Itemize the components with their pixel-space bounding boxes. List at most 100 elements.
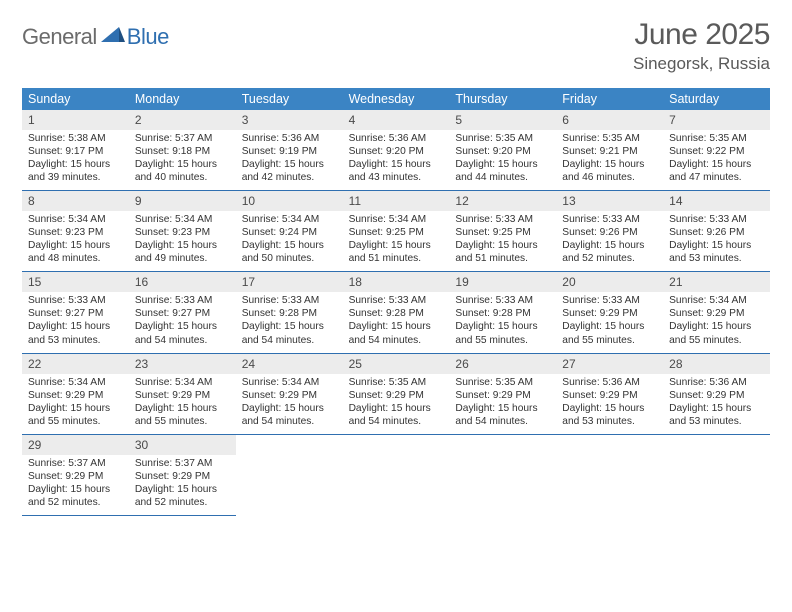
day-info: Sunrise: 5:38 AMSunset: 9:17 PMDaylight:… [22, 132, 129, 184]
sunset-line: Sunset: 9:26 PM [562, 226, 659, 239]
sunrise-line: Sunrise: 5:36 AM [242, 132, 339, 145]
daylight-line: Daylight: 15 hours and 40 minutes. [135, 158, 232, 184]
day-info: Sunrise: 5:34 AMSunset: 9:23 PMDaylight:… [129, 213, 236, 265]
sunset-line: Sunset: 9:25 PM [349, 226, 446, 239]
sunrise-line: Sunrise: 5:37 AM [135, 132, 232, 145]
day-info: Sunrise: 5:33 AMSunset: 9:29 PMDaylight:… [556, 294, 663, 346]
calendar-cell: 28Sunrise: 5:36 AMSunset: 9:29 PMDayligh… [663, 354, 770, 435]
sunset-line: Sunset: 9:19 PM [242, 145, 339, 158]
calendar-cell: 27Sunrise: 5:36 AMSunset: 9:29 PMDayligh… [556, 354, 663, 435]
day-number: 27 [556, 354, 663, 374]
sunrise-line: Sunrise: 5:33 AM [28, 294, 125, 307]
daylight-line: Daylight: 15 hours and 54 minutes. [455, 402, 552, 428]
day-info: Sunrise: 5:35 AMSunset: 9:20 PMDaylight:… [449, 132, 556, 184]
calendar-cell: 19Sunrise: 5:33 AMSunset: 9:28 PMDayligh… [449, 272, 556, 353]
day-number: 10 [236, 191, 343, 211]
logo-text-blue: Blue [127, 24, 169, 50]
sunrise-line: Sunrise: 5:34 AM [135, 213, 232, 226]
daylight-line: Daylight: 15 hours and 52 minutes. [562, 239, 659, 265]
sunset-line: Sunset: 9:29 PM [455, 389, 552, 402]
day-info: Sunrise: 5:35 AMSunset: 9:22 PMDaylight:… [663, 132, 770, 184]
sunset-line: Sunset: 9:29 PM [242, 389, 339, 402]
calendar-cell: 20Sunrise: 5:33 AMSunset: 9:29 PMDayligh… [556, 272, 663, 353]
daylight-line: Daylight: 15 hours and 52 minutes. [28, 483, 125, 509]
day-info: Sunrise: 5:35 AMSunset: 9:29 PMDaylight:… [449, 376, 556, 428]
day-info: Sunrise: 5:35 AMSunset: 9:21 PMDaylight:… [556, 132, 663, 184]
day-info: Sunrise: 5:33 AMSunset: 9:28 PMDaylight:… [343, 294, 450, 346]
calendar-cell: 3Sunrise: 5:36 AMSunset: 9:19 PMDaylight… [236, 110, 343, 191]
daylight-line: Daylight: 15 hours and 47 minutes. [669, 158, 766, 184]
sunset-line: Sunset: 9:21 PM [562, 145, 659, 158]
day-number: 16 [129, 272, 236, 292]
calendar-cell: 15 Sunrise: 5:33 AMSunset: 9:27 PMDayligh… [22, 272, 129, 353]
day-number: 11 [343, 191, 450, 211]
daylight-line: Daylight: 15 hours and 55 minutes. [135, 402, 232, 428]
sunset-line: Sunset: 9:28 PM [455, 307, 552, 320]
daylight-line: Daylight: 15 hours and 53 minutes. [562, 402, 659, 428]
sunrise-line: Sunrise: 5:33 AM [455, 213, 552, 226]
day-number: 15 [22, 272, 129, 292]
daylight-line: Daylight: 15 hours and 51 minutes. [349, 239, 446, 265]
sunrise-line: Sunrise: 5:38 AM [28, 132, 125, 145]
sunset-line: Sunset: 9:18 PM [135, 145, 232, 158]
sunrise-line: Sunrise: 5:34 AM [28, 376, 125, 389]
weekday-sunday: Sunday [22, 88, 129, 110]
daylight-line: Daylight: 15 hours and 53 minutes. [28, 320, 125, 346]
calendar-cell: 18Sunrise: 5:33 AMSunset: 9:28 PMDayligh… [343, 272, 450, 353]
day-number: 12 [449, 191, 556, 211]
sunset-line: Sunset: 9:20 PM [349, 145, 446, 158]
weekday-monday: Monday [129, 88, 236, 110]
weekday-saturday: Saturday [663, 88, 770, 110]
sunset-line: Sunset: 9:27 PM [28, 307, 125, 320]
daylight-line: Daylight: 15 hours and 39 minutes. [28, 158, 125, 184]
day-info: Sunrise: 5:33 AMSunset: 9:25 PMDaylight:… [449, 213, 556, 265]
calendar-cell: 12Sunrise: 5:33 AMSunset: 9:25 PMDayligh… [449, 191, 556, 272]
sunrise-line: Sunrise: 5:36 AM [669, 376, 766, 389]
weekday-thursday: Thursday [449, 88, 556, 110]
daylight-line: Daylight: 15 hours and 42 minutes. [242, 158, 339, 184]
logo-triangle-icon [101, 24, 125, 47]
weekday-tuesday: Tuesday [236, 88, 343, 110]
day-info: Sunrise: 5:36 AMSunset: 9:29 PMDaylight:… [663, 376, 770, 428]
day-number: 6 [556, 110, 663, 130]
day-info: Sunrise: 5:34 AMSunset: 9:24 PMDaylight:… [236, 213, 343, 265]
daylight-line: Daylight: 15 hours and 46 minutes. [562, 158, 659, 184]
sunrise-line: Sunrise: 5:33 AM [135, 294, 232, 307]
day-info: Sunrise: 5:33 AMSunset: 9:27 PMDaylight:… [129, 294, 236, 346]
sunrise-line: Sunrise: 5:33 AM [669, 213, 766, 226]
daylight-line: Daylight: 15 hours and 55 minutes. [28, 402, 125, 428]
sunset-line: Sunset: 9:29 PM [669, 389, 766, 402]
header: General Blue June 2025 Sinegorsk, Russia [22, 18, 770, 74]
day-info: Sunrise: 5:33 AMSunset: 9:28 PMDaylight:… [236, 294, 343, 346]
day-number: 21 [663, 272, 770, 292]
calendar-cell-empty [343, 435, 450, 516]
daylight-line: Daylight: 15 hours and 55 minutes. [455, 320, 552, 346]
day-number: 1 [22, 110, 129, 130]
day-number: 25 [343, 354, 450, 374]
sunset-line: Sunset: 9:26 PM [669, 226, 766, 239]
calendar-cell: 26Sunrise: 5:35 AMSunset: 9:29 PMDayligh… [449, 354, 556, 435]
day-number: 13 [556, 191, 663, 211]
daylight-line: Daylight: 15 hours and 54 minutes. [349, 402, 446, 428]
day-number: 14 [663, 191, 770, 211]
calendar-cell: 16Sunrise: 5:33 AMSunset: 9:27 PMDayligh… [129, 272, 236, 353]
sunset-line: Sunset: 9:22 PM [669, 145, 766, 158]
day-number: 29 [22, 435, 129, 455]
day-number: 7 [663, 110, 770, 130]
day-info: Sunrise: 5:35 AMSunset: 9:29 PMDaylight:… [343, 376, 450, 428]
day-number: 19 [449, 272, 556, 292]
sunrise-line: Sunrise: 5:33 AM [242, 294, 339, 307]
sunset-line: Sunset: 9:29 PM [28, 470, 125, 483]
calendar-cell: 2Sunrise: 5:37 AMSunset: 9:18 PMDaylight… [129, 110, 236, 191]
title-block: June 2025 Sinegorsk, Russia [633, 18, 770, 74]
sunrise-line: Sunrise: 5:34 AM [28, 213, 125, 226]
sunrise-line: Sunrise: 5:33 AM [349, 294, 446, 307]
sunrise-line: Sunrise: 5:35 AM [455, 376, 552, 389]
day-number: 8 [22, 191, 129, 211]
sunset-line: Sunset: 9:24 PM [242, 226, 339, 239]
calendar-cell: 9Sunrise: 5:34 AMSunset: 9:23 PMDaylight… [129, 191, 236, 272]
day-number: 4 [343, 110, 450, 130]
sunrise-line: Sunrise: 5:37 AM [135, 457, 232, 470]
sunrise-line: Sunrise: 5:35 AM [455, 132, 552, 145]
daylight-line: Daylight: 15 hours and 52 minutes. [135, 483, 232, 509]
